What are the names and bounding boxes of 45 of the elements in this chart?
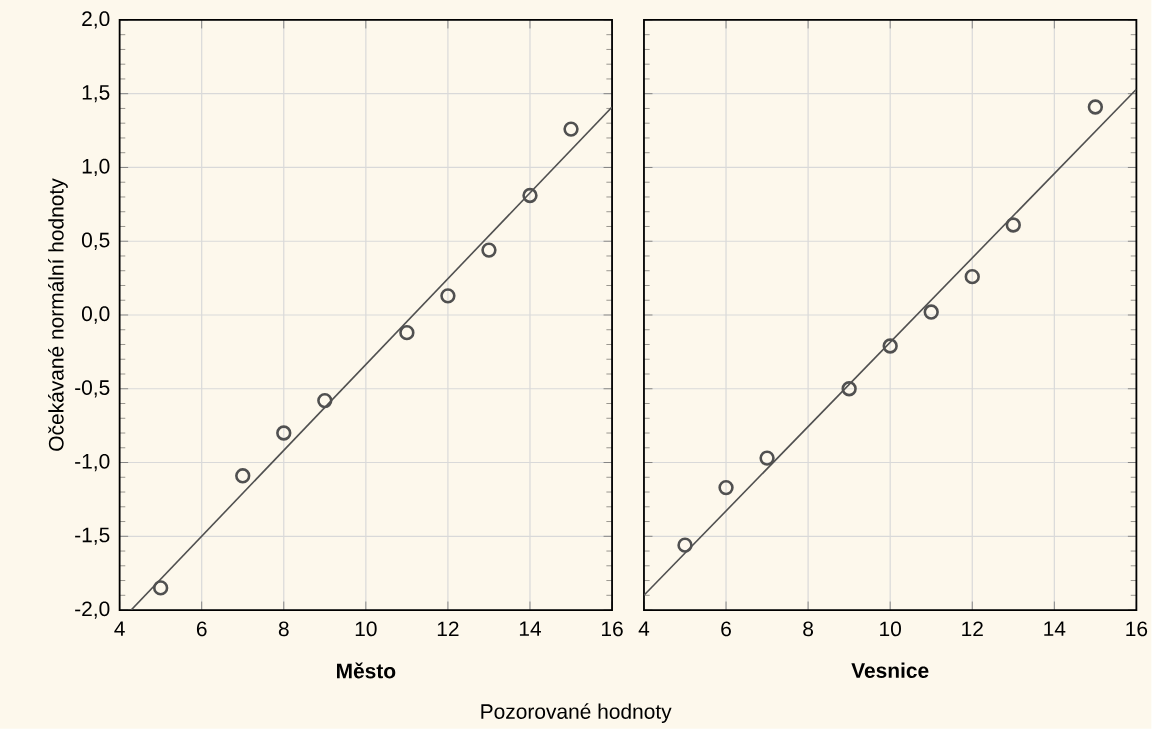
point: [276, 425, 292, 441]
y-tick-label: 0,5: [81, 232, 110, 250]
point: [923, 304, 939, 320]
point: [563, 121, 579, 137]
point: [841, 381, 857, 397]
x-tick-label: 12: [962, 621, 983, 637]
x-tick-label: 14: [519, 621, 541, 636]
point: [759, 450, 775, 466]
point: [481, 242, 497, 258]
point: [522, 187, 538, 204]
point: [152, 580, 169, 596]
y-tick-label: 0,0: [81, 306, 110, 324]
x-tick-label: 14: [1044, 621, 1066, 636]
x-tick-label: 8: [278, 621, 289, 637]
x-tick-label: 10: [880, 621, 901, 637]
x-axis-title: Vesnice: [851, 662, 929, 678]
point: [440, 288, 456, 304]
point: [882, 338, 898, 354]
x-tick-label: 6: [196, 621, 207, 637]
x-tick-label: 16: [1126, 621, 1148, 637]
x-tick-label: 6: [721, 621, 731, 637]
point: [964, 268, 980, 285]
x-tick-label: 16: [602, 621, 623, 637]
y-tick-label: -1,5: [75, 527, 110, 545]
x-tick-label: 4: [114, 621, 125, 636]
point: [1087, 99, 1104, 115]
point: [399, 325, 415, 341]
x-axis-title: Město: [337, 662, 396, 679]
x-tick-label: 12: [437, 621, 459, 637]
y-tick-label: -0,5: [75, 380, 110, 398]
point: [1005, 217, 1021, 233]
y-tick-label: 1,5: [82, 85, 110, 103]
x-tick-label: 8: [803, 621, 814, 637]
point: [677, 537, 693, 553]
y-axis-title: Očekávané normální hodnoty: [48, 178, 68, 451]
y-tick-label: -2,0: [75, 601, 110, 619]
point: [718, 479, 734, 496]
y-tick-label: -1,0: [75, 453, 110, 472]
x-tick-label: 10: [355, 621, 377, 637]
text: Pozorované hodnoty: [481, 703, 672, 724]
point: [317, 392, 333, 409]
y-tick-label: 1,0: [82, 158, 110, 177]
x-tick-label: 4: [638, 621, 650, 636]
y-tick-label: 2,0: [82, 11, 110, 29]
point: [235, 468, 251, 484]
